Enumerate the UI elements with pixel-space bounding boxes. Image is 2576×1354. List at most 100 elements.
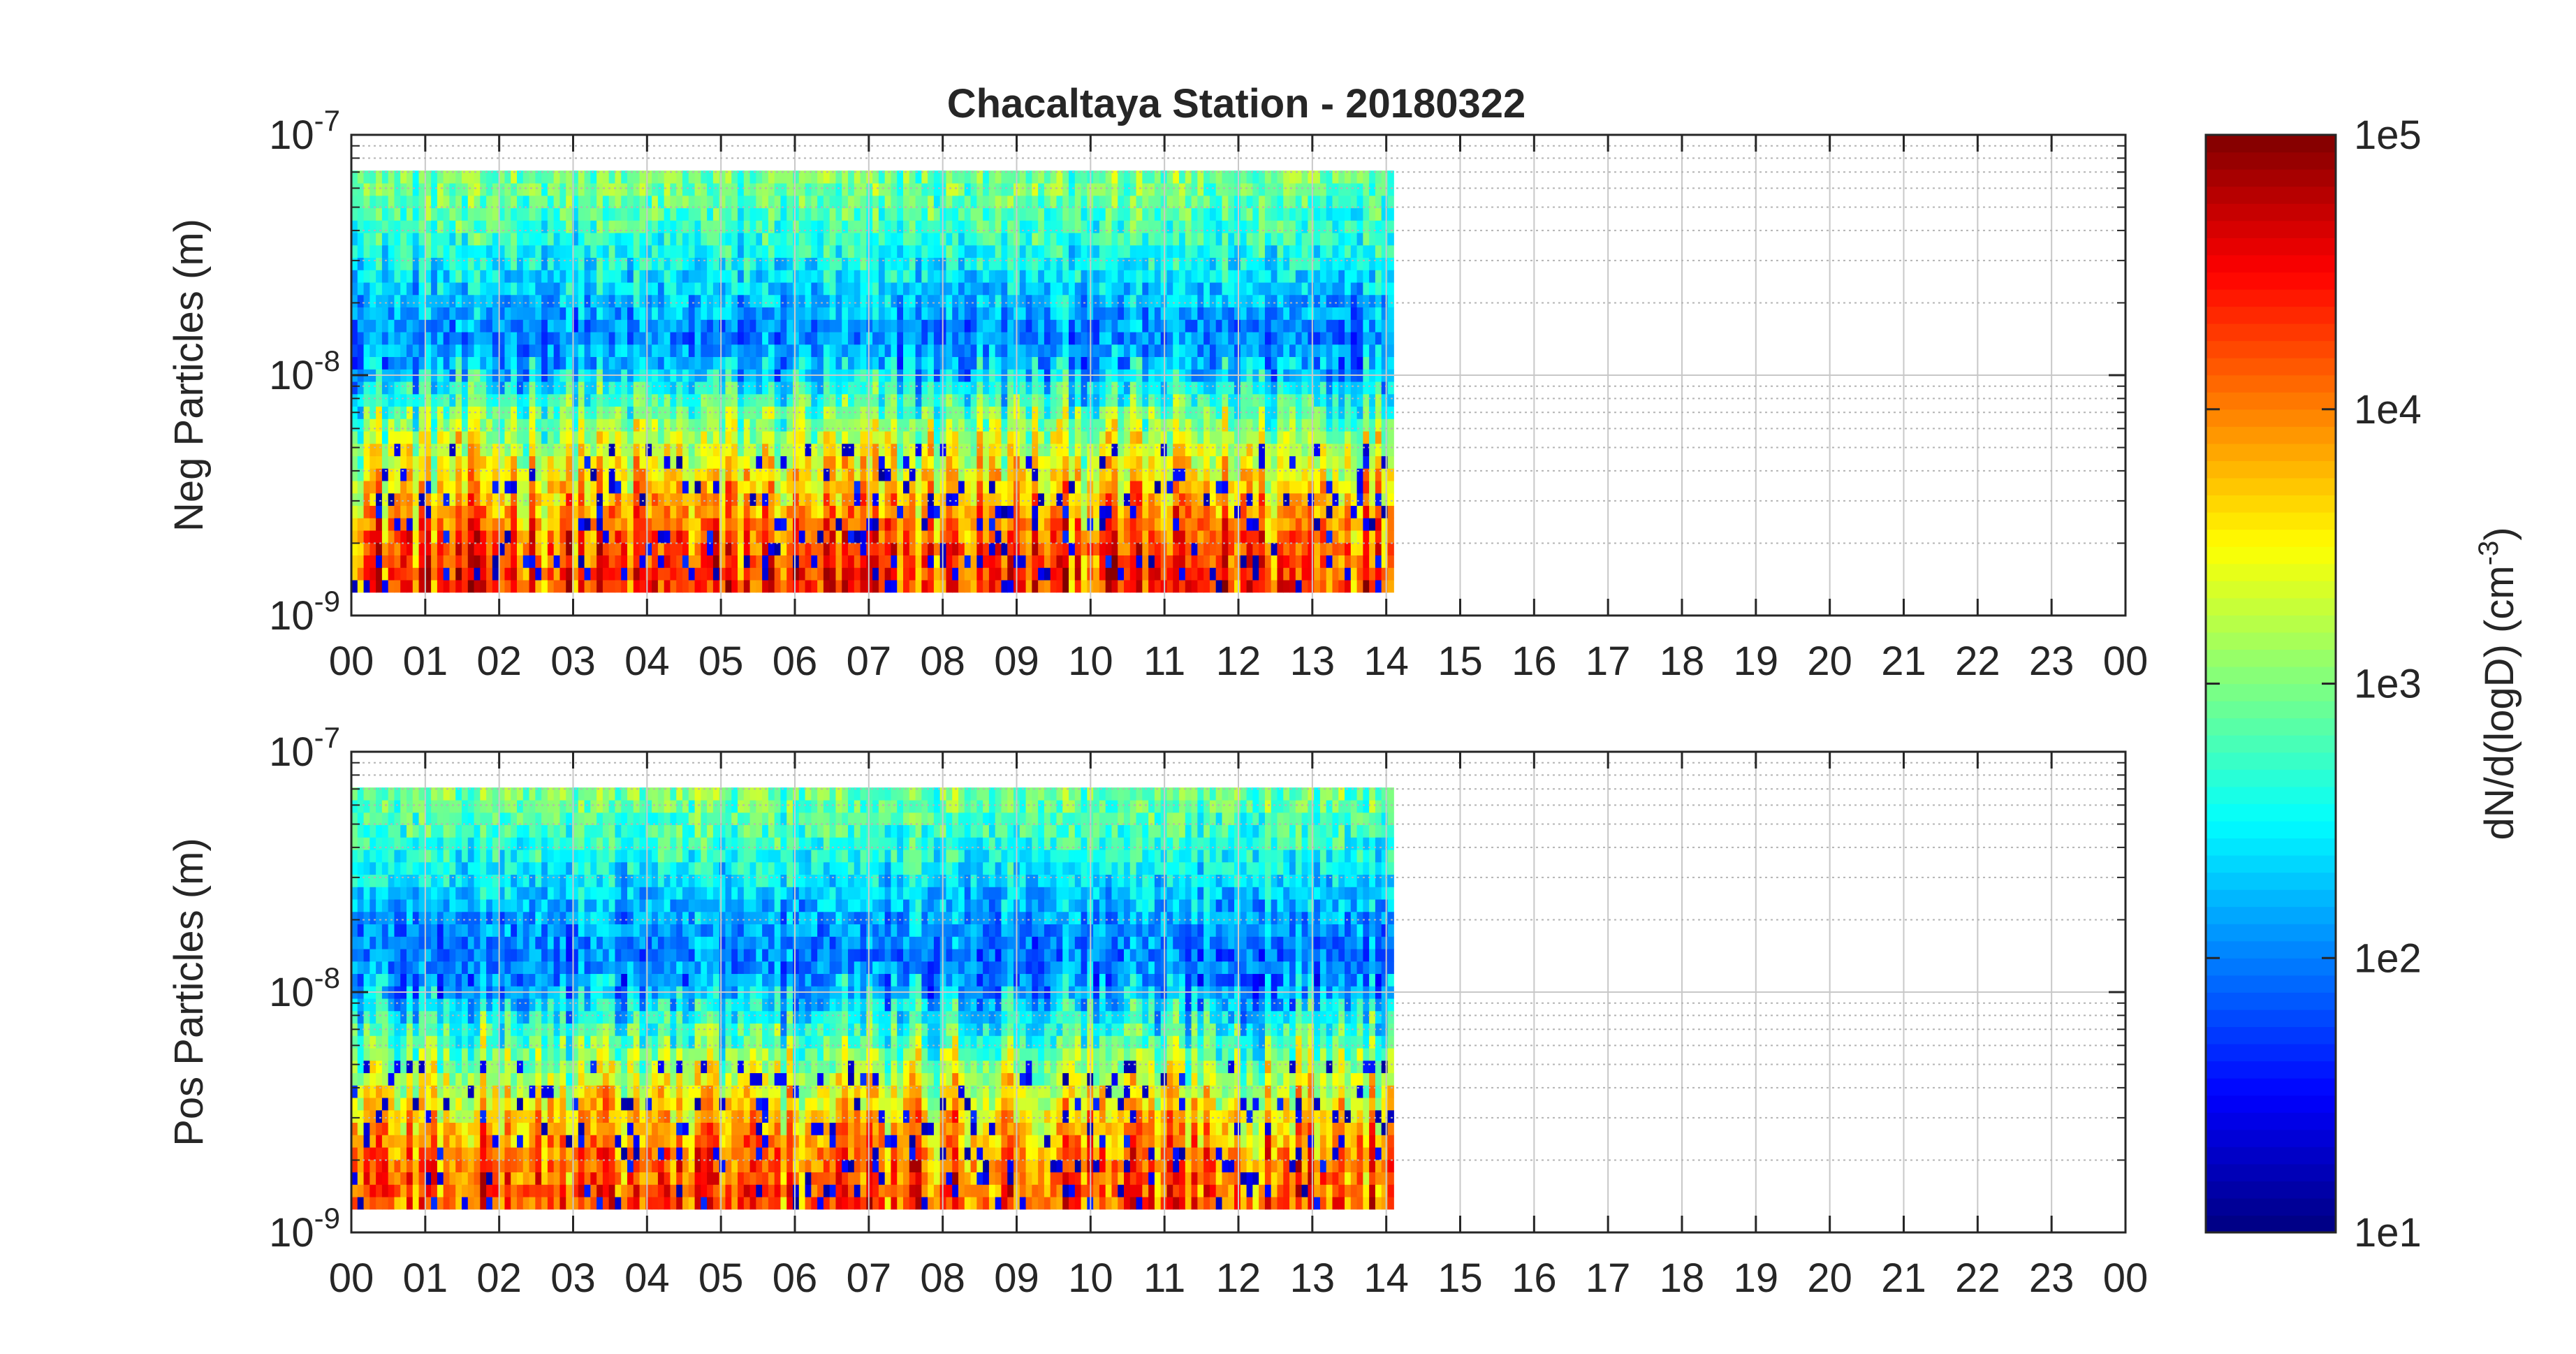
heatmap-cell [602,232,610,246]
heatmap-cell [1222,344,1229,358]
heatmap-cell [1240,418,1247,432]
heatmap-cell [1381,468,1389,481]
heatmap-cell [762,530,769,544]
heatmap-cell [1375,344,1382,358]
heatmap-cell [1001,232,1008,246]
heatmap-cell [467,505,475,518]
heatmap-cell [1222,307,1229,320]
heatmap-cell [400,505,407,518]
heatmap-cell [400,356,407,370]
heatmap-cell [891,257,898,270]
heatmap-cell [738,381,745,395]
heatmap-cell [449,443,456,457]
heatmap-cell [1191,530,1198,544]
heatmap-cell [657,282,665,296]
heatmap-cell [1356,468,1363,481]
heatmap-cell [976,530,983,544]
heatmap-cell [376,294,383,308]
heatmap-cell [498,530,506,544]
heatmap-cell [1234,331,1241,345]
heatmap-cell [848,418,855,432]
heatmap-cell [639,356,646,370]
heatmap-cell [712,393,720,407]
heatmap-cell [1301,430,1308,444]
heatmap-cell [749,518,756,531]
heatmap-cell [652,245,659,259]
heatmap-cell [363,493,370,507]
heatmap-cell [743,505,751,518]
heatmap-cell [1124,443,1131,457]
heatmap-cell [842,232,849,246]
heatmap-cell [798,579,806,593]
heatmap-cell [1369,530,1376,544]
heatmap-cell [400,430,407,444]
heatmap-cell [1019,530,1027,544]
heatmap-cell [1081,456,1088,469]
heatmap-cell [1062,456,1069,469]
heatmap-cell [1356,430,1363,444]
heatmap-cell [1007,331,1014,345]
heatmap-cell [811,294,818,308]
heatmap-cell [1215,468,1223,481]
heatmap-cell [743,443,751,457]
heatmap-cell [829,518,837,531]
heatmap-cell [756,505,763,518]
heatmap-cell [418,530,425,544]
heatmap-cell [780,518,787,531]
heatmap-cell [590,430,597,444]
heatmap-cell [608,406,616,419]
heatmap-cell [480,220,487,233]
heatmap-cell [976,579,983,593]
heatmap-cell [645,430,652,444]
heatmap-cell [467,542,475,556]
heatmap-cell [437,505,444,518]
heatmap-cell [480,356,487,370]
heatmap-cell [1314,406,1321,419]
heatmap-cell [517,468,524,481]
heatmap-cell [738,418,745,432]
heatmap-cell [615,579,622,593]
heatmap-cell [437,493,444,507]
heatmap-cell [639,344,646,358]
heatmap-cell [486,319,493,333]
heatmap-cell [517,232,524,246]
heatmap-cell [645,493,652,507]
heatmap-cell [1069,468,1076,481]
heatmap-cell [615,430,622,444]
heatmap-cell [738,406,745,419]
heatmap-cell [351,480,358,494]
heatmap-cell [860,480,867,494]
heatmap-cell [1038,232,1045,246]
heatmap-cell [1099,393,1106,407]
heatmap-cell [1044,307,1051,320]
heatmap-cell [1314,567,1321,581]
heatmap-cell [1124,270,1131,283]
heatmap-cell [988,430,996,444]
heatmap-cell [1032,493,1039,507]
heatmap-cell [829,257,837,270]
heatmap-cell [688,418,696,432]
heatmap-cell [394,307,401,320]
heatmap-cell [707,331,714,345]
heatmap-cell [1289,270,1296,283]
heatmap-cell [731,493,738,507]
heatmap-cell [1050,319,1058,333]
heatmap-cell [793,518,800,531]
heatmap-cell [1081,257,1088,270]
heatmap-cell [517,418,524,432]
heatmap-cell [798,294,806,308]
heatmap-cell [547,356,555,370]
heatmap-cell [437,307,444,320]
heatmap-cell [381,282,389,296]
heatmap-cell [1124,480,1131,494]
heatmap-cell [1228,542,1235,556]
heatmap-cell [388,480,395,494]
heatmap-cell [738,518,745,531]
heatmap-cell [511,381,518,395]
heatmap-cell [909,430,916,444]
heatmap-cell [437,518,444,531]
heatmap-cell [670,294,677,308]
heatmap-cell [1203,344,1210,358]
heatmap-cell [866,344,873,358]
heatmap-cell [559,381,566,395]
